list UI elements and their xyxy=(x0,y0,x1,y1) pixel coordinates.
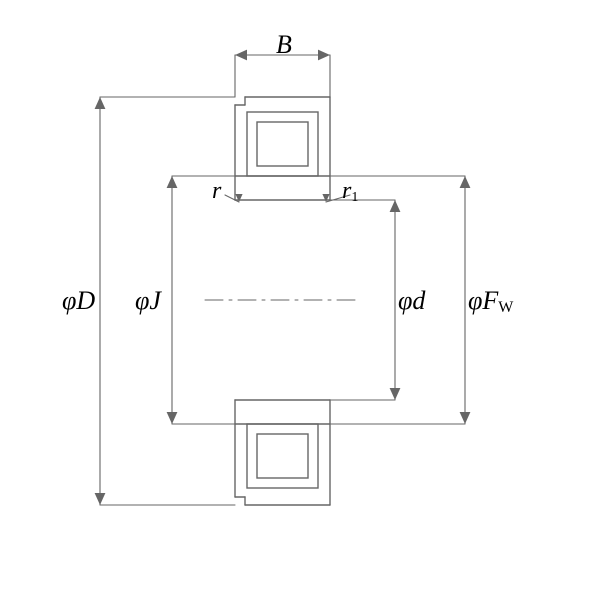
label-B: B xyxy=(276,30,292,60)
label-Fw: φFW xyxy=(468,286,513,317)
diagram-stage: B φD φJ φd φFW r r1 xyxy=(0,0,600,600)
label-r: r xyxy=(212,178,221,205)
label-r1: r1 xyxy=(342,178,358,206)
label-d: φd xyxy=(398,286,425,316)
label-J: φJ xyxy=(135,286,161,316)
label-D: φD xyxy=(62,286,95,316)
